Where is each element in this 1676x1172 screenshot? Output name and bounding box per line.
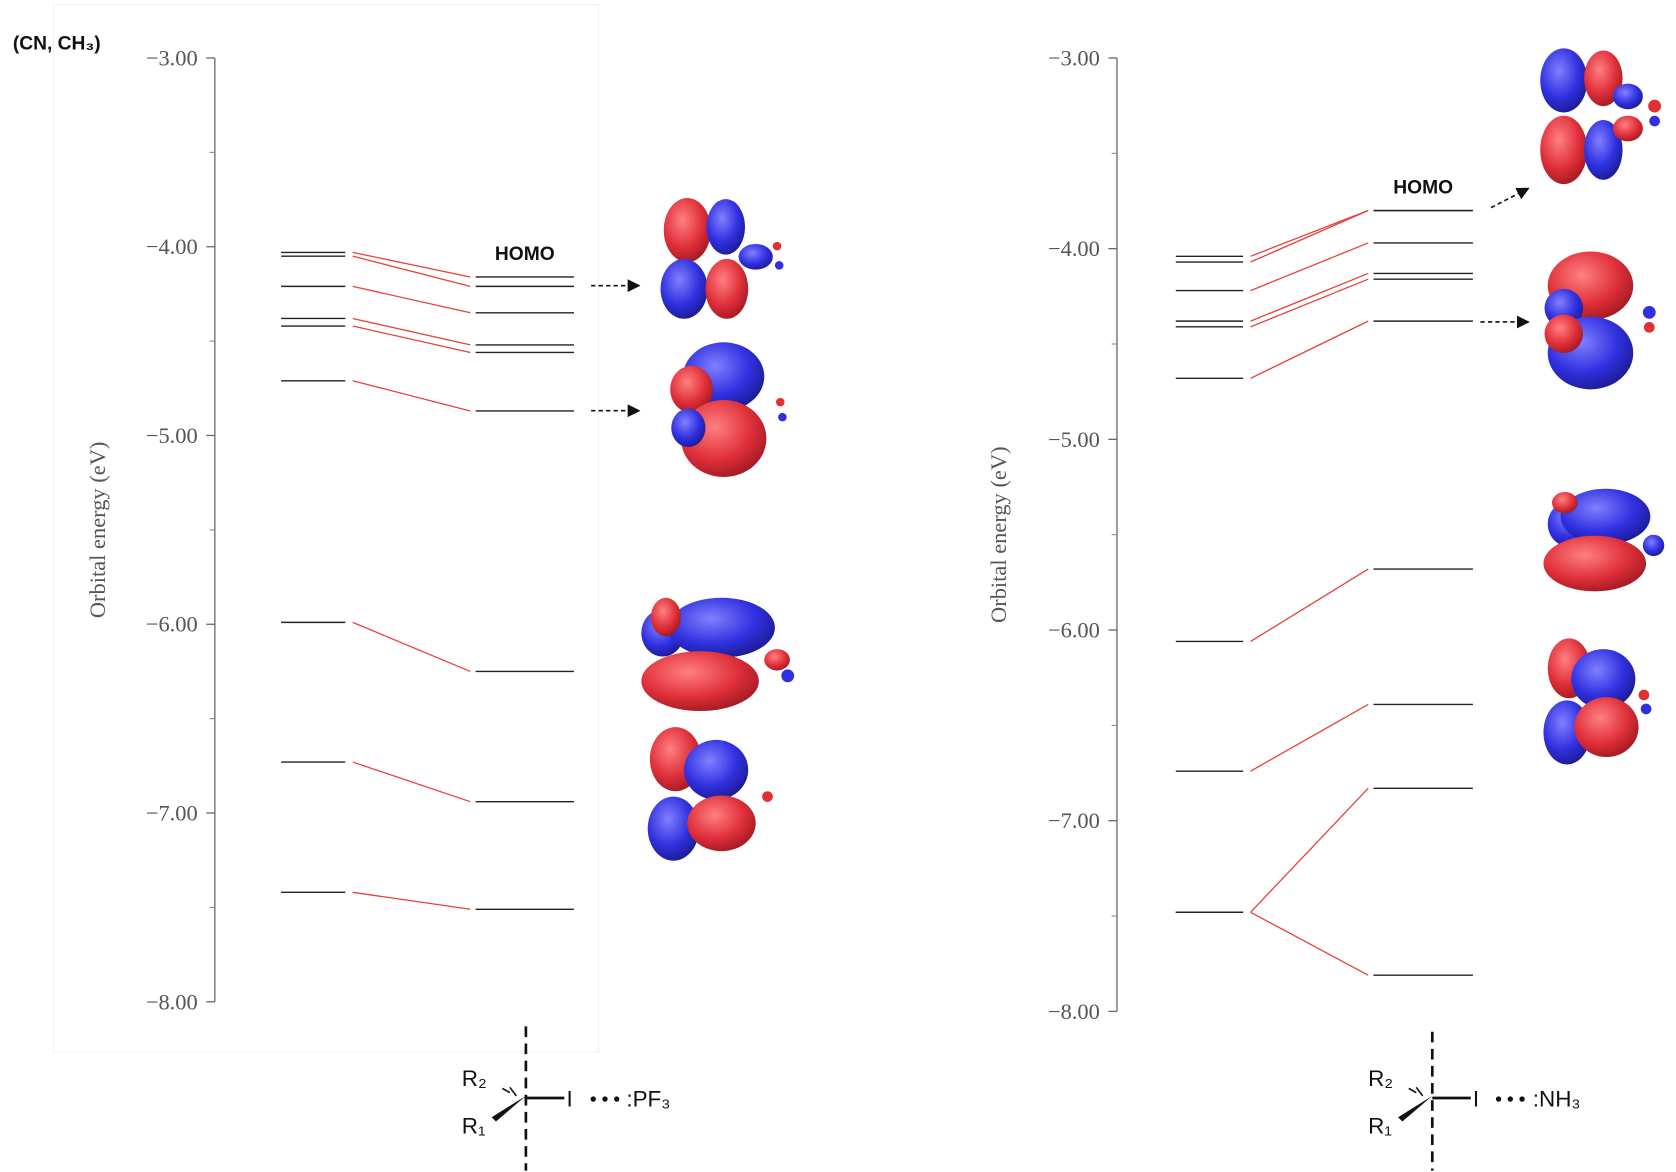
y-axis-label: Orbital energy (eV)	[986, 446, 1011, 623]
panel-frame	[53, 5, 598, 1053]
homo-label: HOMO	[1393, 177, 1453, 198]
y-tick-label: −7.00	[146, 801, 198, 826]
y-tick-label: −3.00	[146, 45, 198, 70]
wedge	[1398, 1096, 1432, 1122]
y-tick-label: −6.00	[146, 612, 198, 637]
y-tick-label: −7.00	[1048, 808, 1100, 833]
level-connector	[353, 762, 471, 802]
ligand: :NH₃	[1533, 1087, 1581, 1112]
level-connector	[353, 252, 471, 277]
level-connector	[353, 326, 471, 352]
level-connector	[1251, 704, 1369, 771]
y-tick-label: −4.00	[1048, 236, 1100, 261]
y-tick-label: −5.00	[146, 423, 198, 448]
substituent: R₂	[462, 1066, 487, 1091]
figure: −3.00 −4.00 −5.00 −6.00 −7.00 −8.00 Orbital en…	[0, 0, 1676, 1172]
ligand: :PF₃	[626, 1087, 670, 1112]
level-connector	[1251, 279, 1369, 327]
y-tick-label: −8.00	[1048, 999, 1100, 1024]
level-connector	[1251, 788, 1369, 912]
y-tick-label: −3.00	[1048, 45, 1100, 70]
atom: I	[567, 1087, 573, 1112]
substituent: R₁	[1368, 1113, 1392, 1138]
level-connector	[1251, 321, 1369, 378]
substituent: R₁	[462, 1113, 486, 1138]
y-tick-label: −5.00	[1048, 427, 1100, 452]
annotation: (CN, CH₃)	[13, 33, 101, 54]
dots	[591, 1096, 1525, 1101]
level-connector	[353, 256, 471, 286]
orbitals	[641, 48, 1664, 860]
level-connector	[353, 892, 471, 909]
level-connector	[1251, 569, 1369, 641]
level-connector	[353, 318, 471, 344]
homo-label: HOMO	[495, 244, 555, 265]
level-connector	[1251, 211, 1369, 262]
atom: I	[1473, 1087, 1479, 1112]
level-connector	[353, 381, 471, 411]
level-connector	[353, 286, 471, 312]
y-axis-label: Orbital energy (eV)	[85, 442, 110, 619]
y-tick-label: −6.00	[1048, 618, 1100, 643]
substituent: R₂	[1368, 1066, 1393, 1091]
wedge	[492, 1096, 526, 1122]
level-connector	[353, 622, 471, 671]
y-tick-label: −8.00	[146, 989, 198, 1014]
level-connector	[1251, 912, 1369, 975]
y-tick-label: −4.00	[146, 234, 198, 259]
level-connector	[1251, 273, 1369, 321]
